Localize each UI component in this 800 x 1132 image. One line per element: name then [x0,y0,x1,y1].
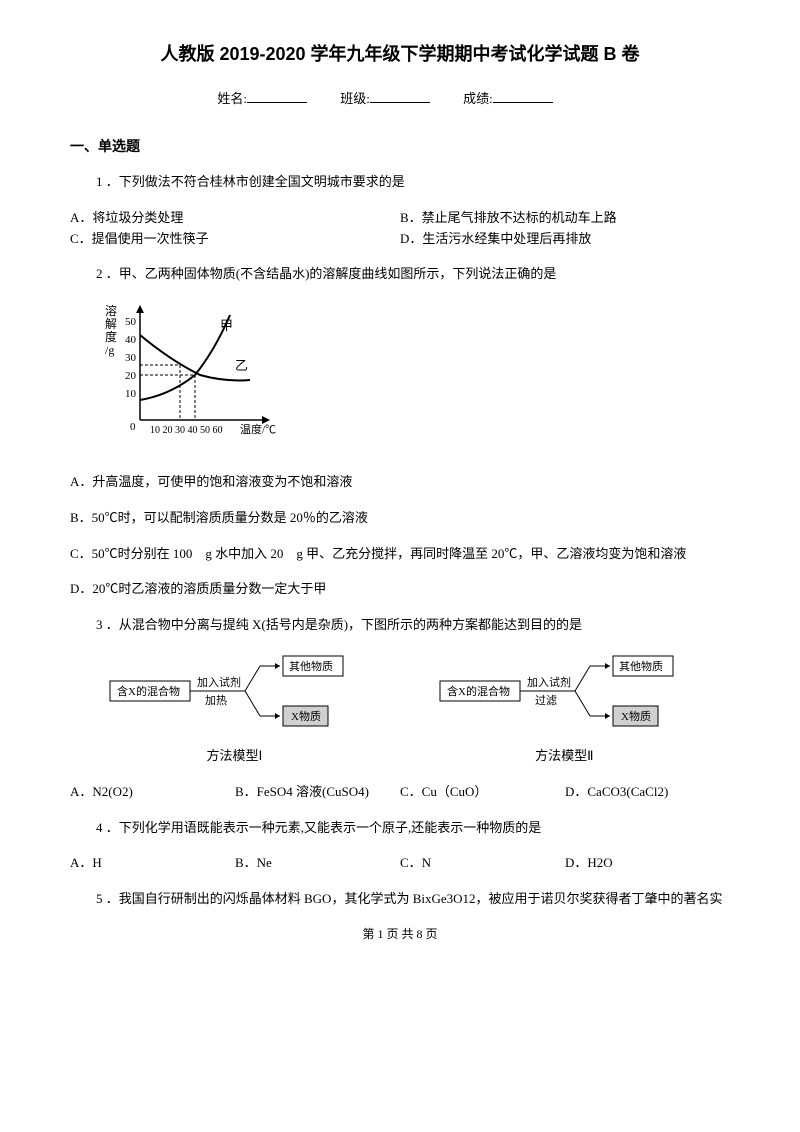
q3-option-b[interactable]: B．FeSO4 溶液(CuSO4) [235,782,400,803]
q4-option-c[interactable]: C．N [400,853,565,874]
svg-text:X物质: X物质 [621,709,651,723]
score-label: 成绩: [463,91,493,106]
svg-text:加入试剂: 加入试剂 [527,675,571,689]
q3-option-d[interactable]: D．CaCO3(CaCl2) [565,782,730,803]
flow-diagrams: 含X的混合物 加入试剂 加热 其他物质 X物质 含X的混合物 加入试剂 过滤 其… [70,651,730,731]
q1-options: A．将垃圾分类处理 B．禁止尾气排放不达标的机动车上路 C．提倡使用一次性筷子 … [70,208,730,250]
svg-text:其他物质: 其他物质 [619,659,663,673]
class-blank[interactable] [370,102,430,103]
page-footer: 第 1 页 共 8 页 [70,925,730,944]
q4-option-a[interactable]: A．H [70,853,235,874]
q1-option-c[interactable]: C．提倡使用一次性筷子 [70,229,400,250]
svg-text:乙: 乙 [235,358,248,373]
q5-text: 5 ．我国自行研制出的闪烁晶体材料 BGO，其化学式为 BixGe3O12，被应… [70,889,730,910]
q4-option-b[interactable]: B．Ne [235,853,400,874]
q2-option-a[interactable]: A．升高温度，可使甲的饱和溶液变为不饱和溶液 [70,472,730,493]
model1-label: 方法模型Ⅰ [206,746,262,767]
svg-text:40: 40 [125,334,137,346]
flow-labels: 方法模型Ⅰ 方法模型Ⅱ [70,746,730,767]
q2-text: 2 ．甲、乙两种固体物质(不含结晶水)的溶解度曲线如图所示，下列说法正确的是 [70,264,730,285]
q1-option-a[interactable]: A．将垃圾分类处理 [70,208,400,229]
q3-options: A．N2(O2) B．FeSO4 溶液(CuSO4) C．Cu（CuO） D．C… [70,782,730,803]
svg-text:10: 10 [125,388,137,400]
svg-text:50: 50 [125,316,137,328]
q3-option-a[interactable]: A．N2(O2) [70,782,235,803]
svg-text:其他物质: 其他物质 [289,659,333,673]
page-title: 人教版 2019-2020 学年九年级下学期期中考试化学试题 B 卷 [70,40,730,69]
q1-text: 1 ．下列做法不符合桂林市创建全国文明城市要求的是 [70,172,730,193]
chart-ylabel-1: 溶 [105,303,117,318]
section-title: 一、单选题 [70,135,730,157]
q2-option-b[interactable]: B．50℃时，可以配制溶质质量分数是 20％的乙溶液 [70,508,730,529]
name-label: 姓名: [217,91,247,106]
svg-text:温度/℃: 温度/℃ [240,422,276,436]
svg-text:甲: 甲 [220,318,233,333]
class-label: 班级: [340,91,370,106]
q2-option-c[interactable]: C．50℃时分别在 100 g 水中加入 20 g 甲、乙充分搅拌，再同时降温至… [70,544,730,565]
q1-option-d[interactable]: D．生活污水经集中处理后再排放 [400,229,730,250]
q3-text: 3 ．从混合物中分离与提纯 X(括号内是杂质)，下图所示的两种方案都能达到目的的… [70,615,730,636]
q4-options: A．H B．Ne C．N D．H2O [70,853,730,874]
chart-ylabel-2: 解 [105,317,117,331]
q4-option-d[interactable]: D．H2O [565,853,730,874]
svg-text:加入试剂: 加入试剂 [197,675,241,689]
q3-option-c[interactable]: C．Cu（CuO） [400,782,565,803]
svg-text:10 20 30 40 50 60: 10 20 30 40 50 60 [150,425,223,436]
solubility-chart: 溶 解 度 /g 50 40 30 20 10 0 10 20 30 40 50… [100,300,730,457]
svg-text:20: 20 [125,370,137,382]
flow1-mix: 含X的混合物 [117,684,180,698]
chart-ylabel-3: 度 [105,329,117,344]
svg-text:0: 0 [130,421,136,433]
q4-text: 4 ．下列化学用语既能表示一种元素,又能表示一个原子,还能表示一种物质的是 [70,818,730,839]
svg-text:含X的混合物: 含X的混合物 [447,684,510,698]
q2-option-d[interactable]: D．20℃时乙溶液的溶质质量分数一定大于甲 [70,579,730,600]
model2-label: 方法模型Ⅱ [535,746,593,767]
svg-text:X物质: X物质 [291,709,321,723]
chart-ylabel-4: /g [105,343,114,357]
student-info: 姓名: 班级: 成绩: [70,89,730,110]
score-blank[interactable] [493,102,553,103]
svg-text:加热: 加热 [205,694,227,707]
name-blank[interactable] [247,102,307,103]
q1-option-b[interactable]: B．禁止尾气排放不达标的机动车上路 [400,208,730,229]
svg-text:30: 30 [125,352,137,364]
svg-text:过滤: 过滤 [535,694,557,707]
